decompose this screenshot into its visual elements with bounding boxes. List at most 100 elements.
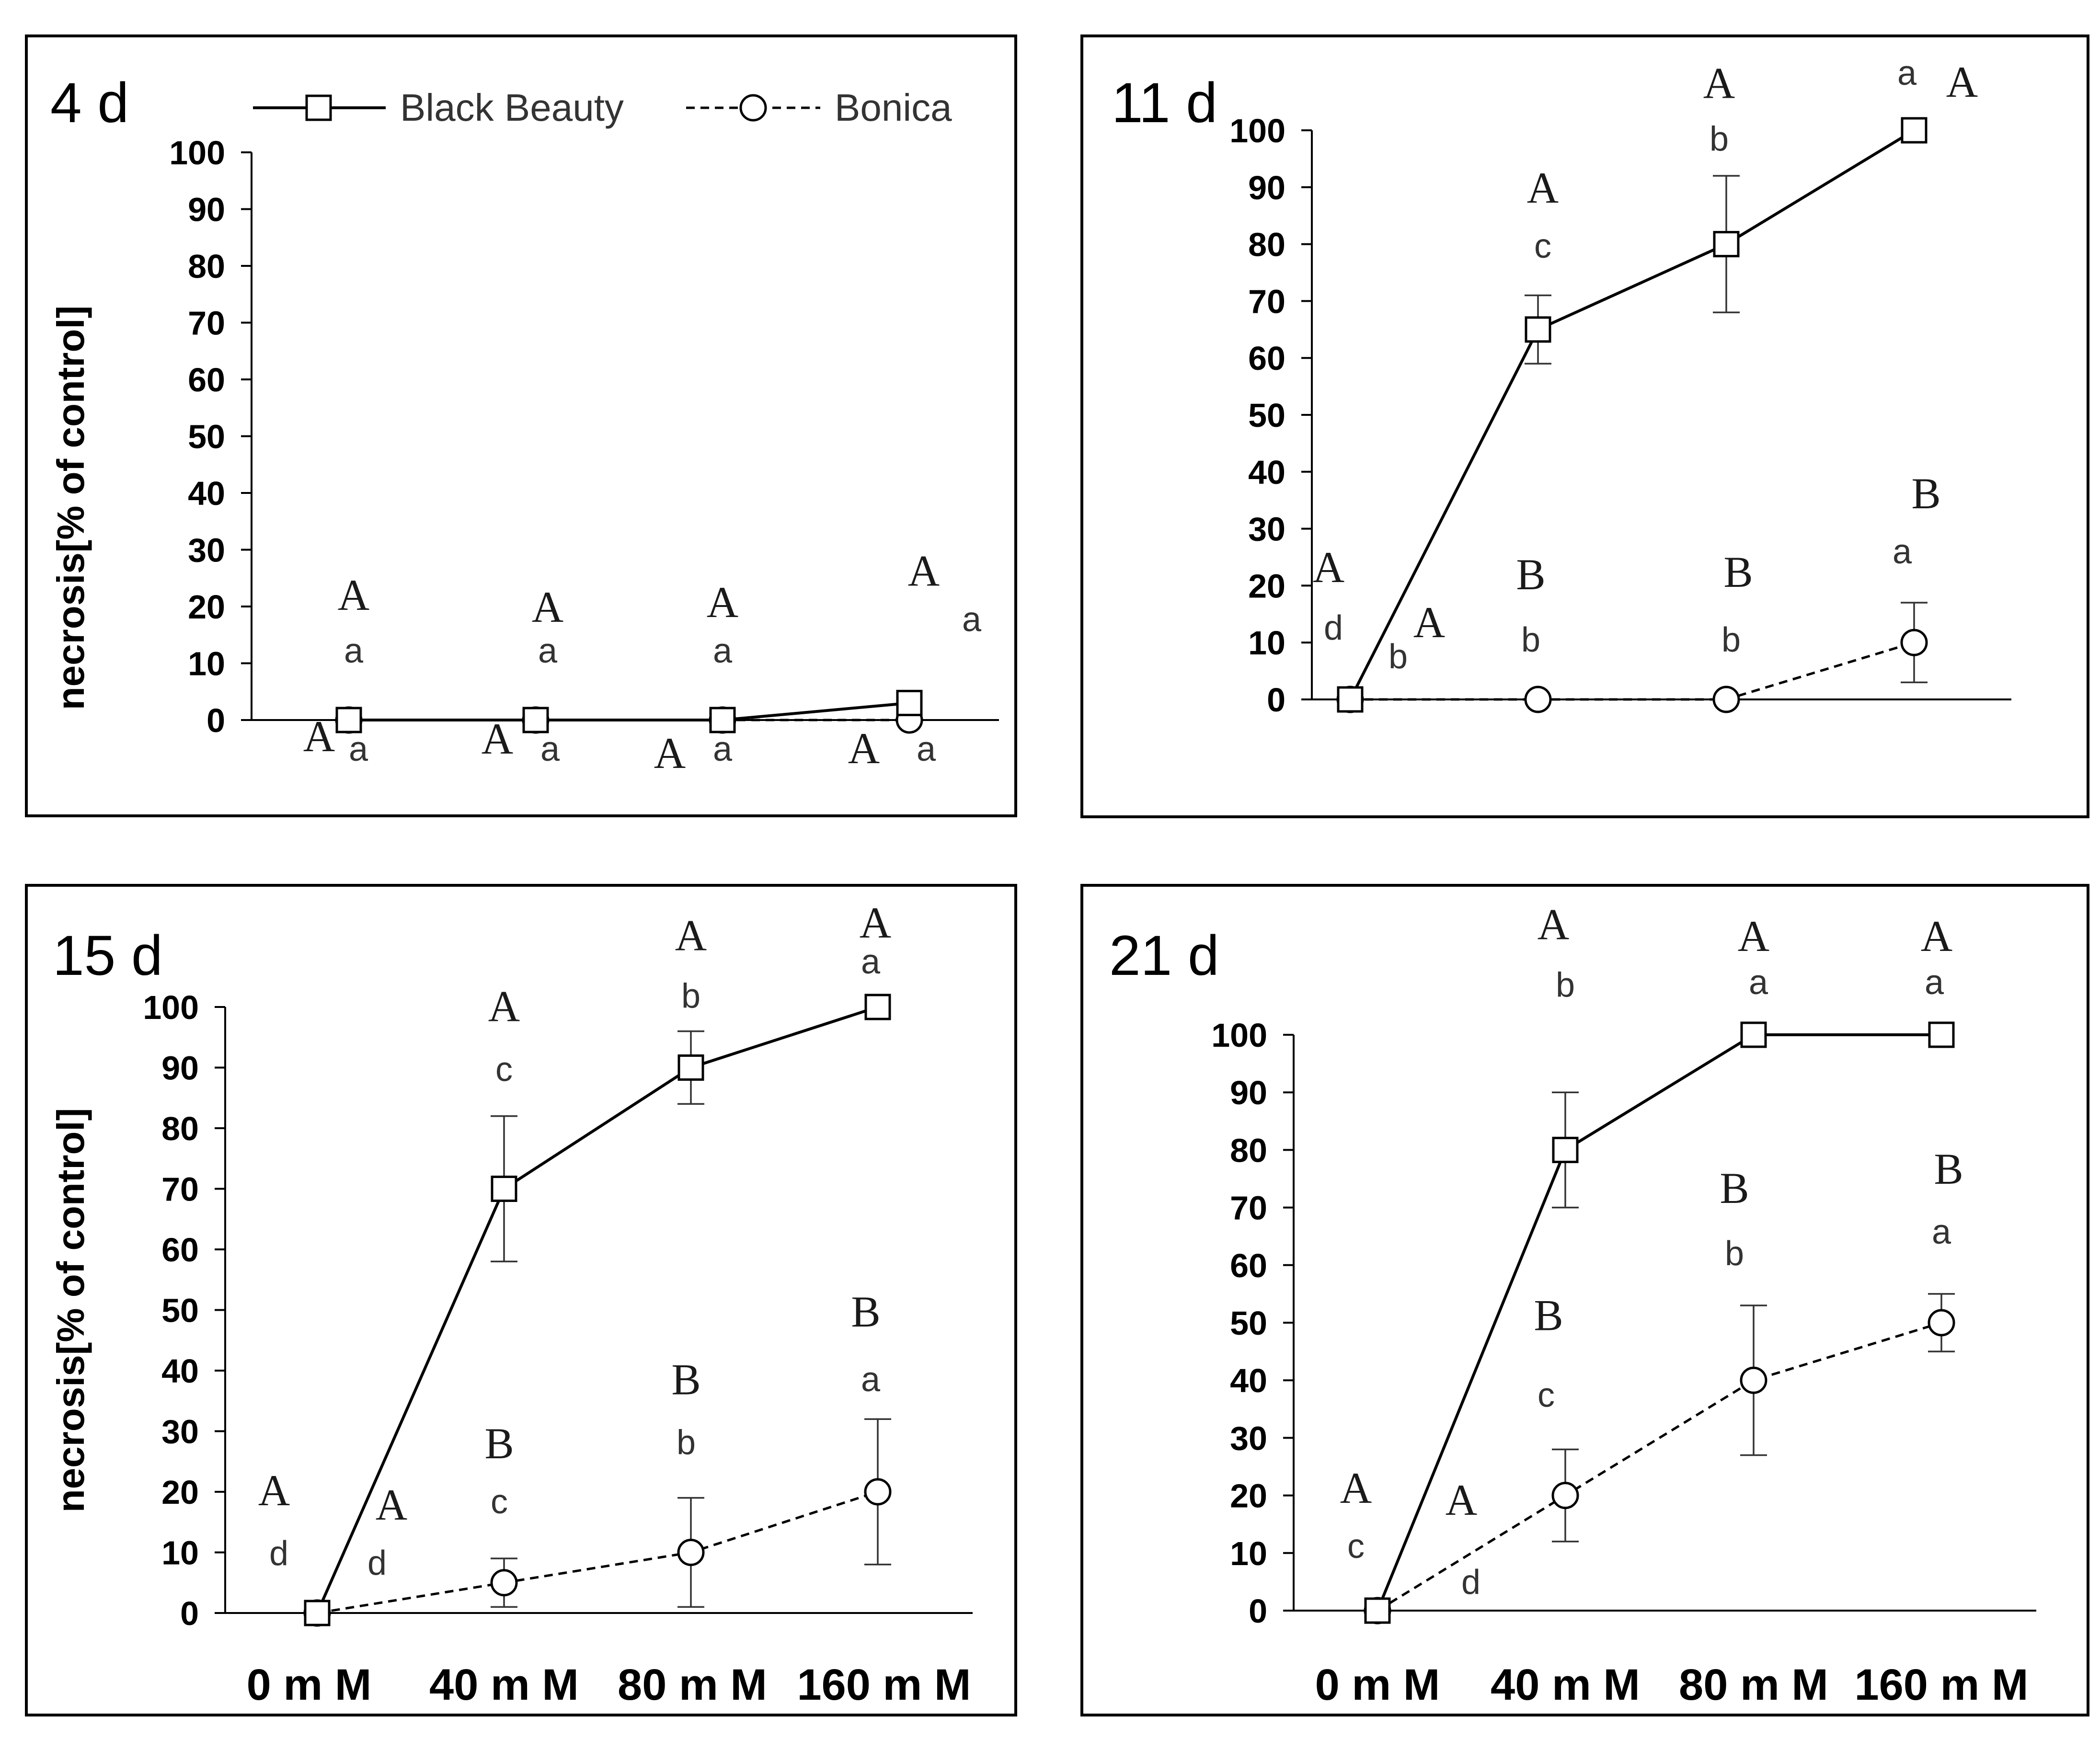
point-bonica	[1551, 1482, 1579, 1510]
point-black-beauty	[1740, 1021, 1767, 1048]
y-tick-label: 40	[188, 475, 225, 512]
sig-letter-upper: A	[860, 898, 891, 947]
sig-letter-upper: A	[532, 583, 563, 631]
x-tick-label: 0 m M	[247, 1660, 372, 1709]
y-tick-label: 20	[1230, 1477, 1267, 1515]
y-tick-label: 70	[1248, 283, 1285, 320]
sig-letter-lower: c	[1347, 1527, 1365, 1566]
legend: Black Beauty Bonica	[253, 86, 952, 129]
y-tick-label: 40	[161, 1352, 199, 1390]
sig-letter-lower: b	[1389, 638, 1408, 676]
y-tick-label: 10	[161, 1534, 199, 1572]
panel-3: 15 d 0 10 20 30 40 50 60 70 80 90 100 necrosis[% of …	[25, 884, 1017, 1716]
sig-letter-lower: a	[1932, 1213, 1951, 1251]
y-tick-label: 20	[188, 588, 225, 626]
sig-letter-upper: A	[1946, 57, 1978, 106]
panel-title: 21 d	[1109, 924, 1219, 987]
x-tick-label: 160 m M	[1854, 1660, 2028, 1709]
point-bonica	[1524, 686, 1552, 713]
point-black-beauty	[1713, 231, 1740, 258]
point-black-beauty	[304, 1600, 331, 1626]
sig-letter-lower: c	[1534, 227, 1551, 265]
y-tick-label: 0	[1267, 681, 1285, 719]
sig-letter-lower: c	[491, 1483, 508, 1521]
x-tick-label: 80 m M	[618, 1660, 767, 1709]
sig-letter-upper: B	[1911, 469, 1940, 518]
sig-letter-upper: A	[1446, 1476, 1477, 1524]
sig-letter-lower: b	[1556, 966, 1575, 1004]
sig-letter-lower: a	[349, 730, 368, 768]
point-bonica	[490, 1569, 518, 1597]
sig-letter-upper: A	[303, 712, 335, 761]
sig-letter-upper: B	[1720, 1164, 1749, 1213]
y-tick-label: 90	[188, 191, 225, 229]
sig-letter-upper: B	[1934, 1144, 1963, 1193]
legend-marker-bonica	[739, 94, 767, 122]
sig-letter-upper: A	[1340, 1464, 1372, 1512]
sig-letter-upper: A	[258, 1466, 290, 1515]
legend-label-black-beauty: Black Beauty	[400, 86, 624, 129]
point-black-beauty	[522, 707, 549, 733]
y-tick-label: 90	[1230, 1074, 1267, 1111]
sig-letter-upper: A	[908, 546, 940, 595]
sig-letter-lower: b	[1721, 621, 1741, 659]
legend-marker-black-beauty	[305, 94, 332, 121]
y-tick-label: 10	[188, 645, 225, 683]
y-tick-label: 30	[188, 532, 225, 569]
sig-letter-lower: d	[1324, 609, 1343, 647]
y-tick-label: 60	[1248, 340, 1285, 377]
y-tick-label: 50	[188, 418, 225, 456]
sig-letter-upper: A	[848, 724, 880, 773]
y-tick-label: 50	[161, 1292, 199, 1329]
y-tick-label: 0	[207, 702, 225, 739]
sig-letter-lower: b	[1725, 1235, 1744, 1273]
legend-label-bonica: Bonica	[835, 86, 952, 129]
point-black-beauty	[1525, 316, 1551, 343]
sig-letter-upper: A	[338, 571, 369, 619]
y-tick-label: 80	[1230, 1132, 1267, 1169]
sig-letter-upper: A	[654, 729, 686, 778]
sig-letter-lower: a	[1749, 963, 1768, 1002]
sig-letter-lower: d	[269, 1534, 288, 1573]
y-tick-label: 100	[169, 134, 225, 172]
series-line-black-beauty	[1349, 129, 1915, 700]
point-black-beauty	[896, 689, 923, 716]
y-tick-label: 10	[1230, 1535, 1267, 1572]
point-black-beauty	[709, 707, 736, 733]
point-bonica	[1712, 686, 1740, 713]
sig-letter-upper: B	[1516, 550, 1545, 599]
y-axis-label: necrosis[% of control]	[49, 1108, 92, 1513]
sig-letter-lower: a	[713, 730, 733, 768]
point-black-beauty	[864, 994, 891, 1020]
panel-title: 15 d	[53, 924, 163, 987]
y-tick-label: 80	[161, 1110, 199, 1147]
y-tick-label: 100	[1229, 112, 1285, 149]
y-tick-label: 90	[1248, 169, 1285, 206]
y-tick-label: 10	[1248, 624, 1285, 662]
sig-letter-upper: A	[1738, 912, 1769, 961]
point-bonica	[1928, 1309, 1955, 1337]
panel-frame	[25, 34, 1017, 817]
y-tick-label: 40	[1230, 1362, 1267, 1399]
sig-letter-upper: B	[484, 1419, 514, 1468]
y-tick-label: 70	[161, 1171, 199, 1208]
point-black-beauty	[1901, 117, 1928, 144]
y-tick-label: 0	[1249, 1592, 1267, 1630]
y-tick-label: 30	[1230, 1419, 1267, 1457]
panel-title: 11 d	[1112, 71, 1217, 135]
series-line-black-beauty	[349, 701, 910, 721]
sig-letter-upper: A	[707, 578, 738, 627]
y-tick-label: 100	[143, 989, 199, 1026]
sig-letter-upper: A	[1527, 163, 1559, 212]
sig-letter-lower: a	[713, 632, 733, 670]
y-tick-label: 20	[161, 1474, 199, 1511]
sig-letter-lower: c	[1538, 1376, 1555, 1415]
sig-letter-lower: a	[540, 730, 560, 768]
y-tick-label: 20	[1248, 567, 1285, 605]
point-black-beauty	[1364, 1597, 1391, 1624]
x-tick-label: 40 m M	[1491, 1660, 1640, 1709]
series-line-bonica	[1377, 1321, 1942, 1612]
point-black-beauty	[1337, 686, 1364, 713]
sig-letter-upper: A	[1413, 598, 1445, 647]
